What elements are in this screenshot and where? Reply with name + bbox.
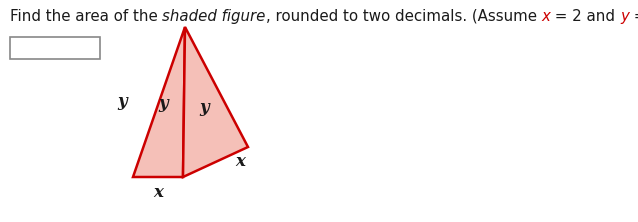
Text: y: y: [199, 99, 209, 115]
Text: x: x: [153, 184, 163, 200]
Text: y: y: [117, 93, 127, 111]
Text: = 5.): = 5.): [629, 9, 638, 24]
Text: Find the area of the: Find the area of the: [10, 9, 163, 24]
Bar: [10, 37, 100, 59]
Text: = 2 and: = 2 and: [551, 9, 620, 24]
Polygon shape: [133, 27, 185, 177]
Polygon shape: [183, 27, 248, 177]
Text: , rounded to two decimals. (Assume: , rounded to two decimals. (Assume: [266, 9, 542, 24]
Text: x: x: [542, 9, 551, 24]
Text: y: y: [158, 95, 168, 113]
Text: x: x: [235, 153, 245, 170]
Text: shaded figure: shaded figure: [163, 9, 266, 24]
Text: y: y: [620, 9, 629, 24]
